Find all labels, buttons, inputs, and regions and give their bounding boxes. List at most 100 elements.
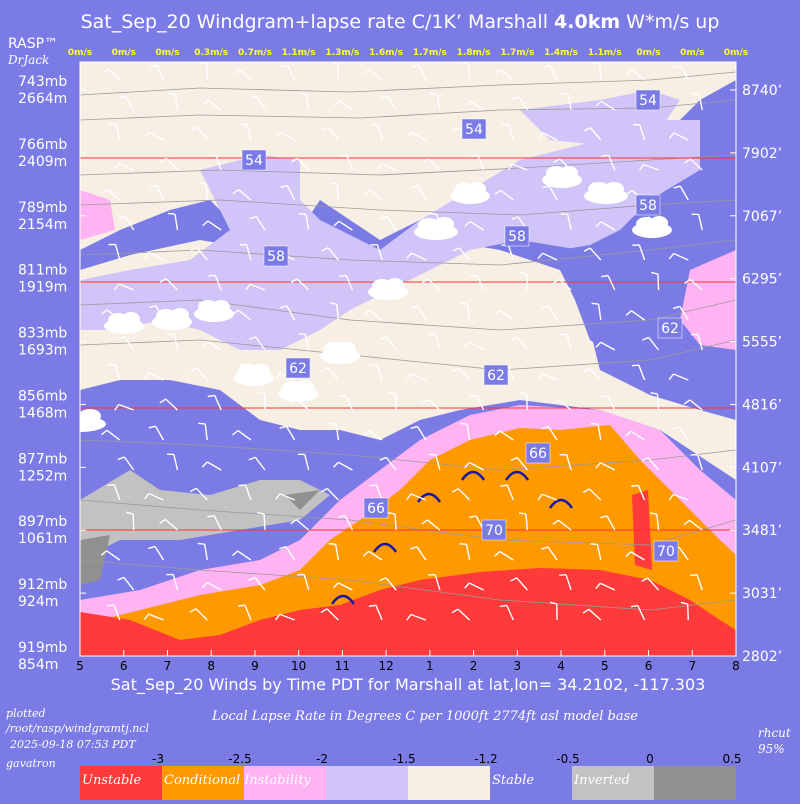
wstar-value: 1.1m/s [282, 48, 316, 58]
wstar-value: 0m/s [112, 48, 136, 58]
plot-timestamp: 2025-09-18 07:53 PDT [9, 738, 137, 751]
svg-text:66: 66 [367, 501, 385, 517]
pressure-label: 912mb [18, 577, 67, 593]
legend-tick-label: 0.5 [722, 752, 741, 766]
cloud-icon [320, 342, 360, 364]
x-tick-label: 1 [426, 659, 434, 673]
contour-label: 62 [484, 365, 508, 385]
wstar-value: 0m/s [68, 48, 92, 58]
x-tick-label: 8 [732, 659, 740, 673]
right-axis: 8740’7902’7067’6295’5555’4816’4107’3481’… [730, 83, 782, 665]
svg-text:54: 54 [245, 153, 263, 169]
x-tick-label: 5 [76, 659, 84, 673]
wstar-value: 0.3m/s [194, 48, 228, 58]
contour-label: 54 [462, 119, 486, 139]
wstar-value: 0m/s [636, 48, 660, 58]
legend-tick-label: -2.5 [228, 752, 251, 766]
legend-tick-label: 0 [646, 752, 654, 766]
contour-label: 54 [242, 150, 266, 170]
height-ft-label: 3481’ [742, 523, 782, 539]
height-m-label: 1061m [18, 531, 67, 547]
legend-label: Conditional Instability [164, 773, 311, 788]
plotted-label: plotted [6, 707, 46, 720]
cloud-icon [234, 364, 274, 386]
cloud-icon [584, 182, 628, 204]
contour-label: 66 [364, 498, 388, 518]
wstar-value: 1.4m/s [544, 48, 578, 58]
svg-text:66: 66 [529, 446, 547, 462]
rasp-label: RASP™ [8, 36, 58, 52]
height-m-label: 1919m [18, 280, 67, 296]
contour-label: 66 [526, 443, 550, 463]
x-tick-label: 10 [291, 659, 306, 673]
svg-text:70: 70 [485, 523, 503, 539]
legend-title: Local Lapse Rate in Degrees C per 1000ft… [211, 709, 638, 724]
height-ft-label: 3031’ [742, 586, 782, 602]
height-m-label: 1693m [18, 343, 67, 359]
legend-swatch [408, 766, 490, 800]
pressure-label: 743mb [18, 74, 67, 90]
rhcut-label: rhcut [758, 726, 791, 740]
x-tick-label: 4 [557, 659, 565, 673]
wstar-value: 0m/s [155, 48, 179, 58]
x-tick-label: 5 [601, 659, 609, 673]
plot-area: 54 54 54 58 58 58 62 62 62 66 66 70 70 [54, 62, 736, 656]
contour-label: 58 [636, 195, 660, 215]
height-ft-label: 6295’ [742, 272, 782, 288]
legend-swatch [654, 766, 736, 800]
svg-text:58: 58 [508, 229, 526, 245]
svg-text:54: 54 [465, 122, 483, 138]
contour-label: 62 [658, 318, 682, 338]
pressure-label: 833mb [18, 326, 67, 342]
contour-label: 58 [505, 226, 529, 246]
x-tick-label: 11 [335, 659, 350, 673]
height-ft-label: 4107’ [742, 460, 782, 476]
legend-label: Inverted [573, 773, 630, 788]
legend-tick-label: -0.5 [556, 752, 579, 766]
x-tick-label: 8 [207, 659, 215, 673]
wstar-value: 1.3m/s [325, 48, 359, 58]
height-ft-label: 5555’ [742, 335, 782, 351]
height-m-label: 2154m [18, 217, 67, 233]
height-m-label: 1468m [18, 405, 67, 421]
contour-label: 70 [654, 541, 678, 561]
height-ft-label: 7067’ [742, 209, 782, 225]
x-tick-label: 3 [514, 659, 522, 673]
svg-text:62: 62 [289, 361, 307, 377]
height-m-label: 854m [18, 657, 58, 673]
contour-label: 70 [482, 520, 506, 540]
pressure-label: 766mb [18, 137, 67, 153]
pressure-label: 919mb [18, 640, 67, 656]
wstar-value: 1.6m/s [369, 48, 403, 58]
svg-text:58: 58 [267, 249, 285, 265]
wstar-value: 0m/s [680, 48, 704, 58]
contour-label: 54 [636, 90, 660, 110]
wstar-value: 0.7m/s [238, 48, 272, 58]
wstar-value: 0m/s [724, 48, 748, 58]
wstar-value: 1.8m/s [457, 48, 491, 58]
height-m-label: 2409m [18, 154, 67, 170]
script-path: /root/rasp/windgramtj.ncl [5, 722, 149, 735]
height-m-label: 1252m [18, 468, 67, 484]
height-m-label: 2664m [18, 91, 67, 107]
pressure-label: 856mb [18, 388, 67, 404]
pressure-label: 897mb [18, 514, 67, 530]
svg-text:62: 62 [661, 321, 679, 337]
cloud-icon [542, 166, 582, 188]
svg-text:54: 54 [639, 93, 657, 109]
legend-tick-label: -2 [316, 752, 328, 766]
x-axis-label: Sat_Sep_20 Winds by Time PDT for Marshal… [111, 675, 706, 695]
pressure-label: 811mb [18, 263, 67, 279]
pressure-label: 789mb [18, 200, 67, 216]
wstar-row: 0m/s 0m/s 0m/s 0.3m/s 0.7m/s 1.1m/s 1.3m/s 1.6m… [68, 48, 748, 58]
wstar-value: 1.1m/s [588, 48, 622, 58]
height-ft-label: 4816’ [742, 397, 782, 413]
pressure-label: 877mb [18, 451, 67, 467]
height-ft-label: 7902’ [742, 146, 782, 162]
rhcut-percent: 95% [758, 742, 785, 756]
x-tick-label: 6 [120, 659, 128, 673]
x-tick-label: 6 [645, 659, 653, 673]
legend-label: Stable [492, 773, 534, 788]
